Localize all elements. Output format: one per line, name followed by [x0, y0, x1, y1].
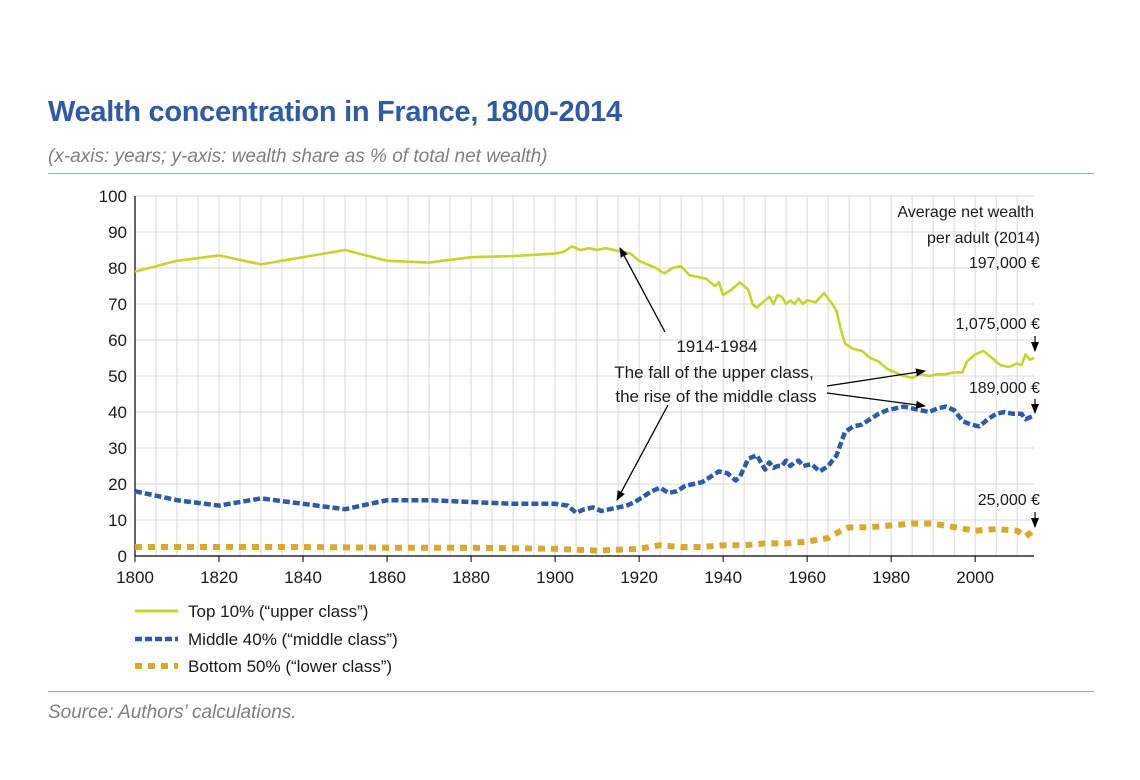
x-tick-label: 1800 — [116, 568, 154, 587]
y-tick-label: 0 — [118, 547, 127, 566]
x-tick-label: 1840 — [284, 568, 322, 587]
y-tick-label: 80 — [108, 259, 127, 278]
bottom-divider — [48, 691, 1094, 692]
annotation-period: 1914-1984 — [676, 337, 757, 356]
y-tick-label: 90 — [108, 223, 127, 242]
x-tick-label: 1980 — [872, 568, 910, 587]
legend-label-top: Top 10% (“upper class”) — [188, 602, 368, 621]
arrow-to-middle-rise — [616, 404, 669, 501]
x-tick-label: 1880 — [452, 568, 490, 587]
y-tick-label: 20 — [108, 475, 127, 494]
avg-wealth-line2: per adult (2014) — [927, 230, 1040, 247]
value-lower-class: 25,000 € — [978, 492, 1040, 509]
y-tick-label: 60 — [108, 331, 127, 350]
avg-wealth-line1: Average net wealth — [897, 204, 1034, 221]
x-tick-label: 2000 — [956, 568, 994, 587]
axes: 0 10 20 30 40 50 60 70 80 90 100 1800 1820 1840 1860 18… — [99, 187, 1034, 587]
value-middle-class: 189,000 € — [969, 380, 1040, 397]
source-note: Source: Authors’ calculations. — [48, 702, 297, 723]
arrow-to-top-2014 — [826, 368, 926, 387]
x-tick-label: 1860 — [368, 568, 406, 587]
x-tick-label: 1900 — [536, 568, 574, 587]
x-tick-label: 1920 — [620, 568, 658, 587]
y-tick-label: 40 — [108, 403, 127, 422]
avg-wealth-top10: 197,000 € — [969, 255, 1040, 272]
x-tick-label: 1960 — [788, 568, 826, 587]
x-tick-label: 1820 — [200, 568, 238, 587]
legend-label-middle: Middle 40% (“middle class”) — [188, 630, 398, 649]
x-tick-label: 1940 — [704, 568, 742, 587]
series-bottom-50 — [135, 520, 1036, 554]
series-middle-40 — [134, 404, 1035, 516]
y-tick-label: 50 — [108, 367, 127, 386]
y-tick-label: 10 — [108, 511, 127, 530]
top-divider — [48, 173, 1094, 174]
value-upper-class: 1,075,000 € — [955, 316, 1040, 333]
y-tick-label: 70 — [108, 295, 127, 314]
annotations: 1914-1984 The fall of the upper class, t… — [614, 204, 1040, 528]
series-top-10 — [134, 245, 1035, 380]
annotation-rise: the rise of the middle class — [615, 387, 816, 406]
page-title: Wealth concentration in France, 1800-201… — [48, 96, 622, 128]
arrow-to-middle-2014 — [826, 392, 926, 409]
series-lines — [134, 245, 1036, 554]
legend-label-bottom: Bottom 50% (“lower class”) — [188, 657, 392, 676]
y-tick-label: 30 — [108, 439, 127, 458]
arrow-to-top-decline — [619, 247, 666, 333]
y-tick-label: 100 — [99, 187, 127, 206]
annotation-fall: The fall of the upper class, — [614, 363, 813, 382]
legend: Top 10% (“upper class”) Middle 40% (“mid… — [135, 602, 398, 676]
page-subtitle: (x-axis: years; y-axis: wealth share as … — [48, 146, 548, 167]
